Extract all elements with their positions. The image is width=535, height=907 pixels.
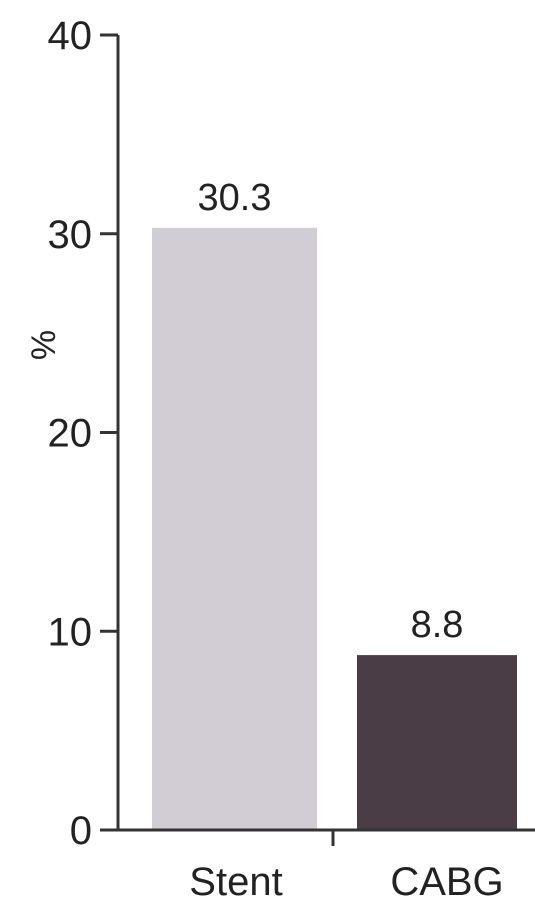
data-labels-group: 30.3 8.8 xyxy=(198,177,464,646)
bars-group xyxy=(152,227,517,831)
y-tick-label: 40 xyxy=(48,14,93,58)
bar-stent xyxy=(152,227,317,831)
x-tick-label-stent: Stent xyxy=(189,860,282,902)
y-ticks-group: 0 10 20 30 40 xyxy=(48,14,335,853)
y-tick-label: 20 xyxy=(48,412,93,456)
y-tick-label: 10 xyxy=(48,610,93,654)
y-tick-label: 0 xyxy=(70,809,92,853)
x-tick-labels-group: Stent CABG xyxy=(189,860,503,904)
x-tick-label-cabg: CABG xyxy=(390,860,503,902)
data-label-stent: 30.3 xyxy=(198,177,272,219)
data-label-cabg: 8.8 xyxy=(411,604,464,646)
y-axis-label: % xyxy=(25,330,63,360)
y-tick-label: 30 xyxy=(48,213,93,257)
bar-cabg xyxy=(357,655,517,830)
